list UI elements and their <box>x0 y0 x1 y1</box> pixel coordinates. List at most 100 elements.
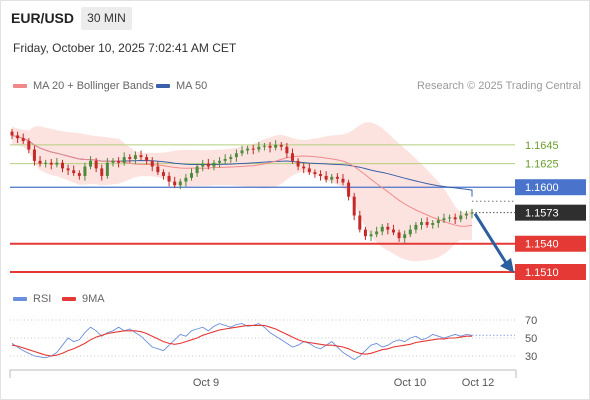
candle-body <box>184 177 188 182</box>
candle-body <box>145 157 149 161</box>
candle-body <box>302 166 306 169</box>
rsi-tick-label-70: 70 <box>525 315 537 327</box>
candle-body <box>21 138 25 142</box>
candle-body <box>431 223 435 225</box>
candle-body <box>459 215 463 220</box>
candle-body <box>319 174 323 176</box>
x-tick-label: Oct 10 <box>394 377 426 389</box>
symbol-title: EUR/USD <box>11 10 75 26</box>
candle-body <box>201 163 205 167</box>
candle-body <box>464 213 468 216</box>
9ma-swatch <box>62 297 76 301</box>
candle-body <box>246 148 250 151</box>
candle-body <box>330 176 334 180</box>
forecast-arrow-head <box>500 258 514 273</box>
support-level-1-1510-tag <box>515 264 586 280</box>
candle-body <box>60 162 64 169</box>
candle-body <box>100 168 104 176</box>
candle-body <box>341 178 345 183</box>
bollinger-band <box>12 122 472 262</box>
candle-body <box>251 148 255 150</box>
candle-body <box>32 149 36 161</box>
candle-body <box>470 212 474 214</box>
candle-body <box>274 144 278 148</box>
candle-body <box>55 162 59 165</box>
candle-body <box>425 222 429 225</box>
candle-body <box>94 160 98 169</box>
candle-body <box>380 226 384 232</box>
candle-body <box>453 217 457 220</box>
forecast-arrow-shaft <box>473 212 510 267</box>
x-tick-label: Oct 9 <box>193 377 219 389</box>
candle-body <box>420 222 424 225</box>
last-price-level-1-1573-label: 1.1573 <box>525 208 559 220</box>
candle-body <box>352 196 356 216</box>
candle-body <box>285 146 289 154</box>
legend-ma20-label: MA 20 + Bollinger Bands <box>33 80 154 92</box>
candle-body <box>206 163 210 167</box>
candle-body <box>27 141 31 150</box>
candle-body <box>268 145 272 148</box>
legend-rsi: RSI <box>13 293 51 305</box>
candle-body <box>414 224 418 230</box>
candle-body <box>335 176 339 179</box>
candle-body <box>386 226 390 230</box>
ma20-line <box>11 134 473 227</box>
candle-body <box>262 145 266 147</box>
candle-body <box>128 157 132 159</box>
support-level-1-1540-label: 1.1540 <box>525 239 559 251</box>
support-level-1-1510-label: 1.1510 <box>525 267 559 279</box>
candle-body <box>369 234 373 237</box>
support-level-1-1540-tag <box>515 235 586 252</box>
candle-body <box>257 146 261 150</box>
candle-body <box>117 160 121 163</box>
candle-body <box>105 162 109 176</box>
candle-body <box>296 160 300 167</box>
candle-body <box>223 158 227 161</box>
candle-body <box>190 173 194 178</box>
pivot-level-1-1600-tag <box>515 179 586 196</box>
candle-body <box>234 153 238 158</box>
candle-body <box>72 170 76 174</box>
candle-body <box>133 155 137 159</box>
candle-body <box>38 160 42 164</box>
candle-body <box>391 229 395 233</box>
rsi-line <box>11 323 473 361</box>
candle-body <box>77 173 81 176</box>
candle-body <box>10 131 14 136</box>
pivot-level-1-1600-label: 1.1600 <box>525 182 559 194</box>
candle-body <box>167 175 171 182</box>
candle-body <box>150 160 154 167</box>
candle-body <box>448 217 452 219</box>
candle-body <box>212 162 216 167</box>
candle-body <box>89 160 93 167</box>
rsi-tick-label-30: 30 <box>525 351 537 363</box>
candle-body <box>279 144 283 147</box>
candle-body <box>363 229 367 237</box>
candle-body <box>218 160 222 163</box>
timestamp: Friday, October 10, 2025 7:02:41 AM CET <box>13 41 237 55</box>
candle-body <box>83 166 87 176</box>
legend-9ma-label: 9MA <box>82 293 105 305</box>
candle-body <box>324 175 328 180</box>
candle-body <box>178 181 182 186</box>
candle-body <box>436 220 440 224</box>
candle-body <box>161 172 165 176</box>
candle-body <box>139 155 143 158</box>
candle-body <box>122 157 126 163</box>
candle-body <box>16 135 20 139</box>
candle-body <box>408 229 412 235</box>
timeframe-badge[interactable]: 30 MIN <box>81 7 132 30</box>
rsi-ma-line <box>11 324 472 357</box>
candle-body <box>49 162 53 165</box>
candle-body <box>397 232 401 239</box>
candle-body <box>313 172 317 175</box>
resistance-level-1-1645-label: 1.1645 <box>525 140 559 152</box>
ma50-swatch <box>156 84 170 88</box>
candle-body <box>195 166 199 174</box>
candle-body <box>442 218 446 221</box>
candle-body <box>240 150 244 154</box>
candle-body <box>290 153 294 161</box>
candle-body <box>111 160 115 163</box>
